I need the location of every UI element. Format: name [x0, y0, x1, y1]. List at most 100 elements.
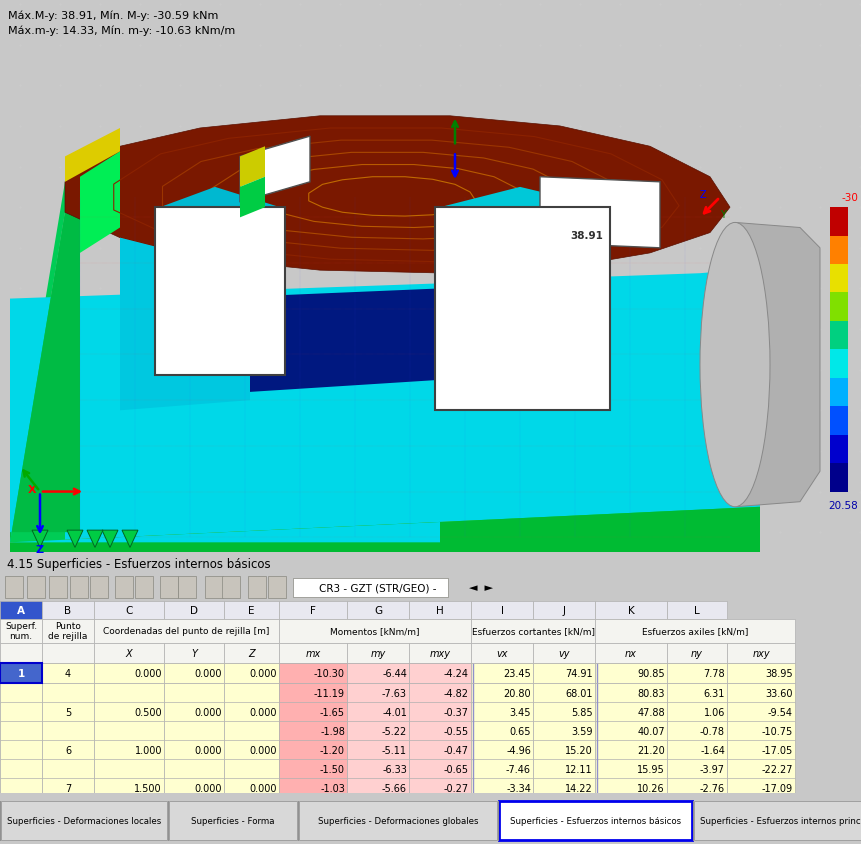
Bar: [0, 643, 41, 663]
Text: Superficies - Deformaciones locales: Superficies - Deformaciones locales: [7, 816, 161, 825]
Text: -0.55: -0.55: [444, 726, 469, 736]
Text: Superficies - Esfuerzos internos principales: Superficies - Esfuerzos internos princip…: [700, 816, 861, 825]
Bar: [595, 778, 666, 798]
Bar: [409, 643, 470, 663]
Bar: [279, 702, 346, 722]
Bar: [42, 760, 94, 779]
Bar: [347, 663, 408, 683]
Text: 4.15 Superficies - Esfuerzos internos básicos: 4.15 Superficies - Esfuerzos internos bá…: [7, 557, 270, 570]
Bar: [0, 778, 41, 798]
Bar: [727, 778, 795, 798]
Bar: [0, 663, 41, 683]
Text: 3.59: 3.59: [572, 726, 593, 736]
Bar: [533, 760, 594, 779]
Bar: [164, 721, 224, 741]
Bar: [830, 293, 848, 322]
Bar: [279, 601, 346, 619]
Text: X: X: [126, 648, 133, 658]
Bar: [830, 265, 848, 293]
Bar: [0, 683, 41, 703]
Text: 10.26: 10.26: [637, 783, 665, 793]
Bar: [293, 578, 448, 597]
Text: ny: ny: [691, 648, 703, 658]
Polygon shape: [200, 289, 440, 396]
Bar: [279, 760, 346, 779]
Bar: [727, 683, 795, 703]
Bar: [164, 643, 224, 663]
Bar: [830, 350, 848, 378]
Polygon shape: [240, 177, 265, 218]
Text: 40.07: 40.07: [637, 726, 665, 736]
Text: 0.000: 0.000: [134, 668, 162, 678]
Bar: [0, 760, 41, 779]
Bar: [347, 740, 408, 760]
Polygon shape: [102, 531, 118, 548]
Text: -4.82: -4.82: [444, 688, 469, 698]
Text: G: G: [374, 605, 382, 615]
Bar: [471, 778, 532, 798]
Text: nxy: nxy: [753, 648, 770, 658]
Bar: [667, 601, 727, 619]
Text: Momentos [kNm/m]: Momentos [kNm/m]: [331, 626, 420, 636]
Text: 1: 1: [17, 668, 25, 678]
Bar: [42, 702, 94, 722]
Bar: [595, 721, 666, 741]
FancyBboxPatch shape: [694, 802, 861, 840]
Bar: [0, 702, 41, 722]
Bar: [42, 721, 94, 741]
Bar: [42, 619, 94, 643]
Text: 15.20: 15.20: [566, 745, 593, 755]
Text: 0.65: 0.65: [510, 726, 531, 736]
Bar: [667, 721, 727, 741]
Text: 4: 4: [65, 668, 71, 678]
Text: 6.31: 6.31: [703, 688, 725, 698]
FancyBboxPatch shape: [169, 802, 297, 840]
Polygon shape: [10, 213, 65, 543]
Bar: [347, 702, 408, 722]
Polygon shape: [122, 531, 138, 548]
Text: 0.000: 0.000: [250, 745, 277, 755]
Bar: [164, 663, 224, 683]
Bar: [830, 436, 848, 463]
Bar: [224, 721, 278, 741]
Text: Superf.
num.: Superf. num.: [5, 621, 37, 641]
Text: C: C: [126, 605, 133, 615]
Bar: [94, 778, 164, 798]
Polygon shape: [65, 116, 730, 273]
Text: Coordenadas del punto de rejilla [m]: Coordenadas del punto de rejilla [m]: [103, 626, 269, 636]
Text: -4.01: -4.01: [382, 707, 407, 717]
Bar: [347, 760, 408, 779]
Text: -3.34: -3.34: [506, 783, 531, 793]
Bar: [667, 663, 727, 683]
Bar: [347, 643, 408, 663]
Bar: [0, 601, 41, 619]
Bar: [667, 643, 727, 663]
Text: 20.58: 20.58: [828, 500, 858, 510]
Polygon shape: [10, 507, 760, 553]
Text: -1.03: -1.03: [320, 783, 345, 793]
Text: 5: 5: [65, 707, 71, 717]
Bar: [471, 683, 532, 703]
Ellipse shape: [700, 223, 770, 507]
Bar: [409, 760, 470, 779]
Text: -5.22: -5.22: [381, 726, 407, 736]
Bar: [224, 683, 278, 703]
Bar: [224, 663, 278, 683]
Bar: [727, 721, 795, 741]
Bar: [164, 778, 224, 798]
Text: -7.46: -7.46: [506, 765, 531, 774]
Bar: [279, 643, 346, 663]
Text: -1.98: -1.98: [320, 726, 345, 736]
Bar: [347, 721, 408, 741]
Text: 20.80: 20.80: [504, 688, 531, 698]
Bar: [595, 760, 666, 779]
Text: -1.20: -1.20: [320, 745, 345, 755]
Bar: [471, 740, 532, 760]
Bar: [409, 702, 470, 722]
Text: CR3 - GZT (STR/GEO) -: CR3 - GZT (STR/GEO) -: [319, 582, 436, 592]
Bar: [830, 208, 848, 236]
Text: -1.64: -1.64: [700, 745, 725, 755]
Bar: [595, 619, 795, 643]
Text: J: J: [562, 605, 566, 615]
Text: 0.000: 0.000: [195, 707, 222, 717]
